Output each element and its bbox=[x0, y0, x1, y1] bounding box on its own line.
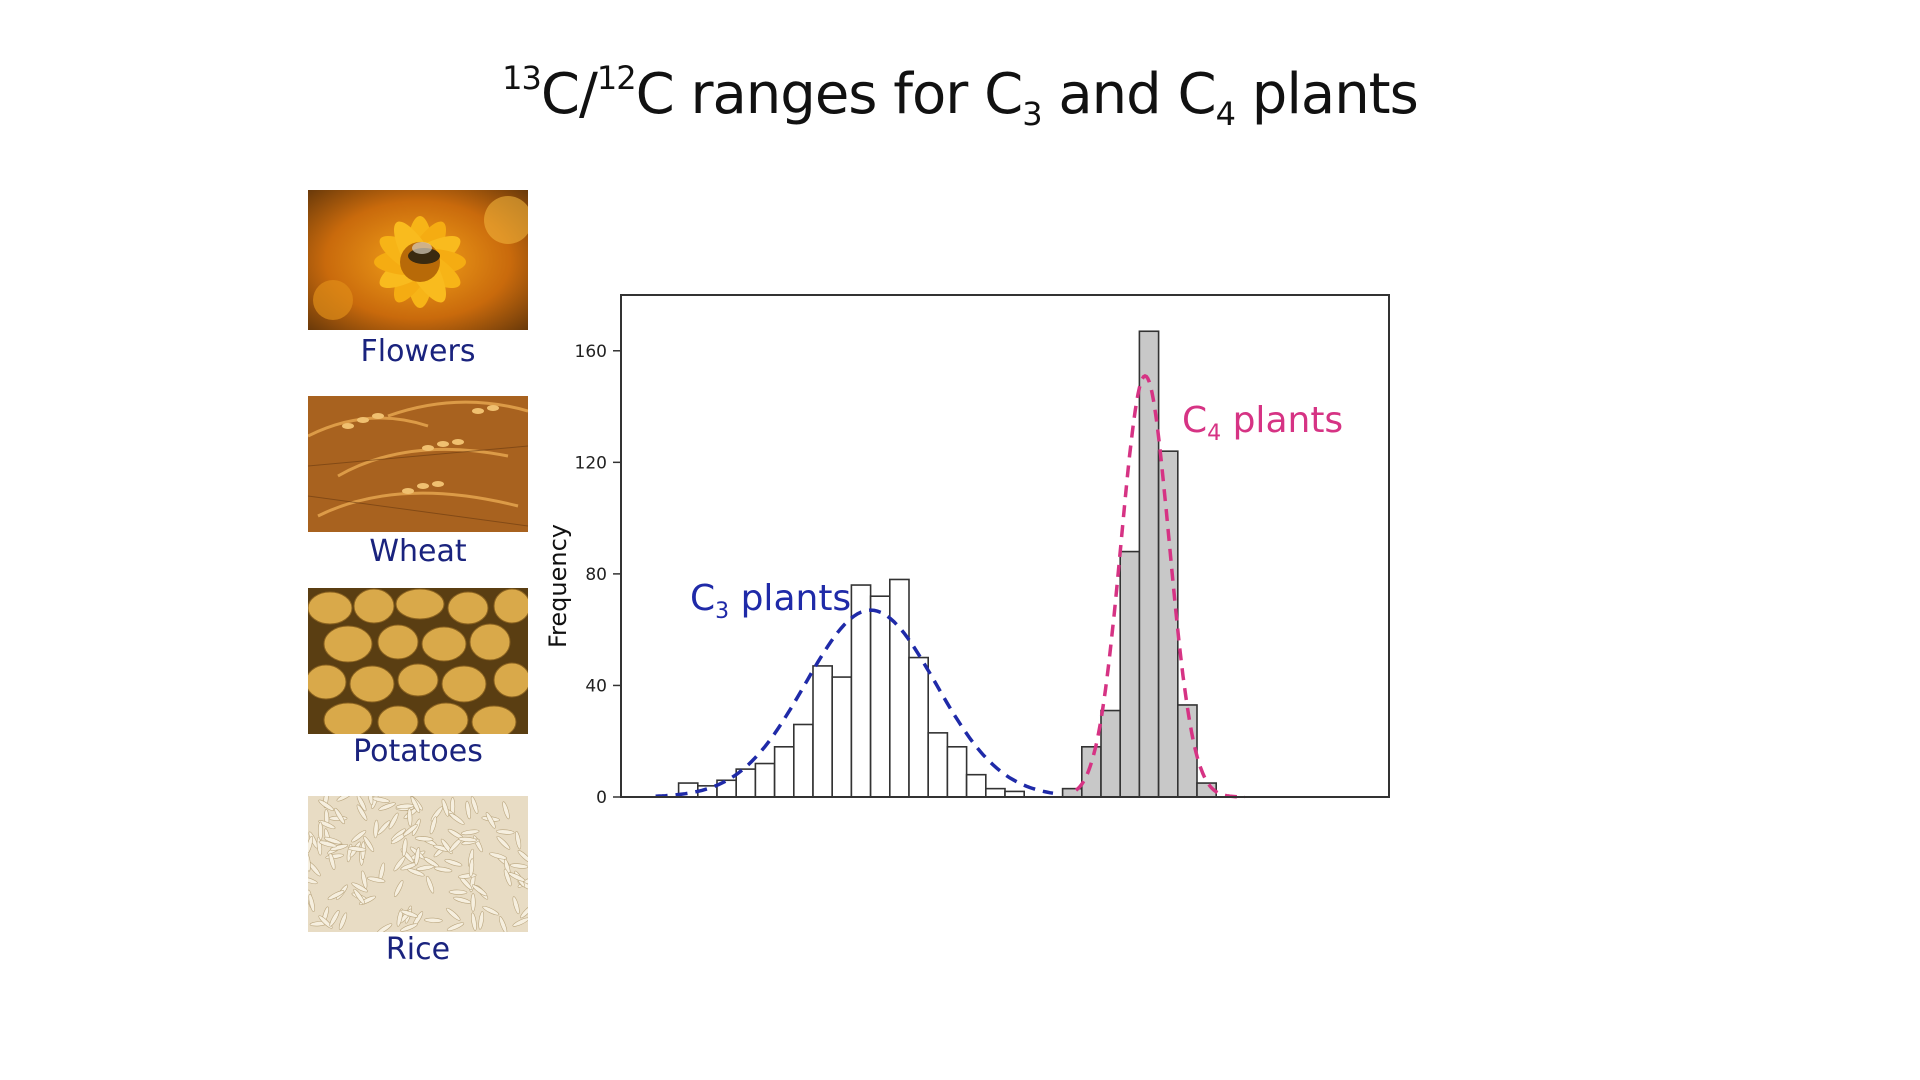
y-tick-label: 120 bbox=[575, 453, 607, 473]
series-label-c3: C3 plants bbox=[690, 578, 851, 624]
histogram-bar-c3-6 bbox=[792, 723, 814, 798]
histogram-bar-c3-7 bbox=[812, 665, 834, 798]
histogram-bar-c3-11 bbox=[888, 578, 910, 798]
histogram-bar-c4-5 bbox=[1157, 450, 1179, 798]
caption-rice: Rice bbox=[385, 932, 451, 967]
title-part-2: C ranges for C bbox=[635, 62, 1024, 127]
wheat-photo-icon bbox=[308, 396, 528, 532]
histogram-bar-c3-4 bbox=[754, 762, 776, 798]
caption-flowers: Flowers bbox=[360, 334, 476, 369]
histogram-bar-c3-10 bbox=[869, 595, 891, 798]
y-tick-label: 40 bbox=[585, 676, 607, 696]
histogram-bar-c3-12 bbox=[908, 656, 930, 798]
title-sub-4: 4 bbox=[1215, 95, 1236, 134]
histogram-bar-c4-3 bbox=[1119, 550, 1141, 798]
title-sup-13: 13 bbox=[502, 59, 542, 98]
histogram-bar-c4-2 bbox=[1100, 709, 1122, 798]
title-part-1: C/ bbox=[540, 62, 598, 127]
title-part-3: and C bbox=[1041, 62, 1216, 127]
potatoes-photo-icon bbox=[308, 588, 528, 734]
histogram-bar-c3-16 bbox=[984, 787, 1006, 798]
rice-photo-icon bbox=[308, 796, 528, 932]
histogram-bar-c3-5 bbox=[773, 745, 795, 798]
fit-curve-c3 bbox=[655, 608, 1054, 798]
title-part-4: plants bbox=[1234, 62, 1419, 127]
title-sub-3: 3 bbox=[1022, 95, 1042, 134]
fit-curve-c4 bbox=[1074, 373, 1245, 799]
series-label-c4: C4 plants bbox=[1182, 400, 1343, 446]
histogram-bar-c3-15 bbox=[965, 773, 987, 798]
slide-title: 13C/12C ranges for C3 and C4 plants bbox=[0, 59, 1920, 130]
title-sup-12: 12 bbox=[596, 59, 637, 98]
caption-potatoes: Potatoes bbox=[353, 734, 483, 769]
histogram-bar-c4-4 bbox=[1138, 330, 1160, 798]
flower-photo-icon bbox=[308, 190, 528, 330]
plot-frame bbox=[620, 294, 1390, 798]
caption-wheat: Wheat bbox=[369, 534, 467, 569]
histogram-bar-c4-1 bbox=[1081, 745, 1102, 798]
y-tick-label: 160 bbox=[575, 342, 607, 362]
histogram-bar-c3-13 bbox=[927, 732, 949, 798]
y-axis-label: Frequency bbox=[544, 524, 572, 648]
y-tick-label: 0 bbox=[596, 788, 607, 808]
histogram-bar-c3-8 bbox=[831, 676, 853, 798]
histogram-bar-c3-14 bbox=[946, 745, 968, 798]
y-tick-label: 80 bbox=[585, 565, 607, 585]
